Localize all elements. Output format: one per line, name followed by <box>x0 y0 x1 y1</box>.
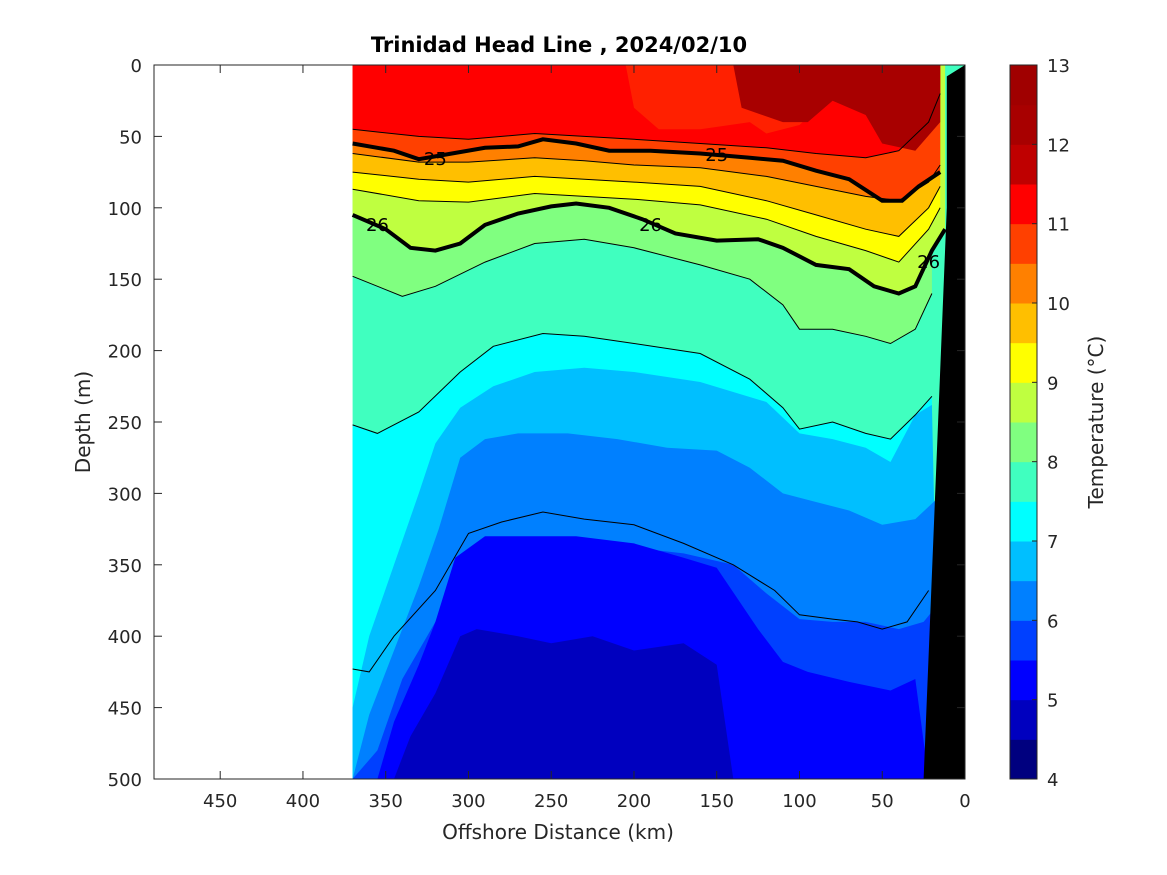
colorbar-segment <box>1010 144 1037 185</box>
colorbar-segment <box>1010 461 1037 502</box>
x-axis: 450 400 350 300 250 200 150 100 50 0 <box>203 65 971 812</box>
y-tick-label: 500 <box>108 770 142 791</box>
sigma-contour-26 <box>351 201 947 296</box>
x-tick-label: 0 <box>959 791 970 812</box>
colorbar-segment <box>1010 699 1037 740</box>
density-contours <box>351 137 947 296</box>
y-tick-label: 200 <box>108 342 142 363</box>
x-tick-label: 450 <box>203 791 237 812</box>
colorbar-label: Temperature (°C) <box>1084 336 1108 510</box>
colorbar-tick-label: 10 <box>1047 294 1070 315</box>
isotherm-lines <box>352 93 941 673</box>
colorbar-tick-label: 11 <box>1047 215 1070 236</box>
colorbar-segment <box>1010 580 1037 621</box>
density-contour-labels: 25 25 26 26 26 <box>366 145 940 273</box>
colorbar-segment <box>1010 660 1037 701</box>
x-tick-label: 250 <box>534 791 568 812</box>
colorbar-segment <box>1010 65 1037 106</box>
y-axis: 0 50 100 150 200 250 300 350 400 450 500 <box>108 56 965 791</box>
colorbar-tick-label: 4 <box>1047 770 1058 791</box>
colorbar-segment <box>1010 342 1037 383</box>
y-tick-label: 0 <box>131 56 142 77</box>
x-tick-label: 400 <box>286 791 320 812</box>
colorbar-segment <box>1010 303 1037 344</box>
colorbar-tick-label: 13 <box>1047 56 1070 77</box>
contour-label: 25 <box>705 145 728 166</box>
contour-label: 26 <box>366 215 389 236</box>
y-tick-label: 450 <box>108 699 142 720</box>
patch-13 <box>733 65 941 151</box>
seafloor <box>923 65 965 779</box>
contour-label: 25 <box>424 149 447 170</box>
colorbar-tick-label: 12 <box>1047 135 1070 156</box>
colorbar-segment <box>1010 382 1037 423</box>
y-tick-label: 400 <box>108 627 142 648</box>
x-tick-label: 350 <box>369 791 403 812</box>
y-tick-label: 250 <box>108 413 142 434</box>
colorbar-tick-label: 6 <box>1047 611 1058 632</box>
isotherm-line <box>352 332 933 440</box>
colorbar-segment <box>1010 541 1037 582</box>
colorbar-segment <box>1010 501 1037 542</box>
colorbar-segment <box>1010 739 1037 780</box>
x-axis-label: Offshore Distance (km) <box>442 820 674 844</box>
y-tick-label: 100 <box>108 199 142 220</box>
isotherm-line <box>352 511 930 673</box>
seafloor-mask <box>923 65 965 779</box>
isotherm-line <box>352 93 941 159</box>
y-tick-label: 300 <box>108 484 142 505</box>
x-tick-label: 200 <box>617 791 651 812</box>
colorbar-segment <box>1010 184 1037 225</box>
x-tick-label: 50 <box>871 791 894 812</box>
x-tick-label: 150 <box>700 791 734 812</box>
colorbar-tick-label: 8 <box>1047 453 1058 474</box>
x-tick-label: 300 <box>451 791 485 812</box>
y-axis-label: Depth (m) <box>71 371 95 473</box>
y-tick-label: 350 <box>108 556 142 577</box>
temperature-fill <box>352 65 965 779</box>
colorbar: 4 5 6 7 8 9 10 11 12 13 <box>1009 56 1070 791</box>
isotherm-line <box>352 171 941 237</box>
contour-label: 26 <box>917 252 940 273</box>
colorbar-segment <box>1010 422 1037 463</box>
colorbar-segment <box>1010 620 1037 661</box>
y-tick-label: 50 <box>119 127 142 148</box>
isotherm-line <box>352 188 941 263</box>
x-tick-label: 100 <box>782 791 816 812</box>
colorbar-tick-label: 7 <box>1047 532 1058 553</box>
y-tick-label: 150 <box>108 270 142 291</box>
colorbar-segment <box>1010 263 1037 304</box>
chart-title: Trinidad Head Line , 2024/02/10 <box>371 33 747 57</box>
colorbar-tick-label: 5 <box>1047 691 1058 712</box>
colorbar-frame <box>1009 64 1038 780</box>
band-5.5 <box>394 629 734 779</box>
sigma-contour-25 <box>352 137 942 203</box>
isotherm-line <box>352 238 933 345</box>
colorbar-segment <box>1010 104 1037 145</box>
colorbar-tick-label: 9 <box>1047 373 1058 394</box>
colorbar-segment <box>1010 223 1037 264</box>
contour-label: 26 <box>639 215 662 236</box>
